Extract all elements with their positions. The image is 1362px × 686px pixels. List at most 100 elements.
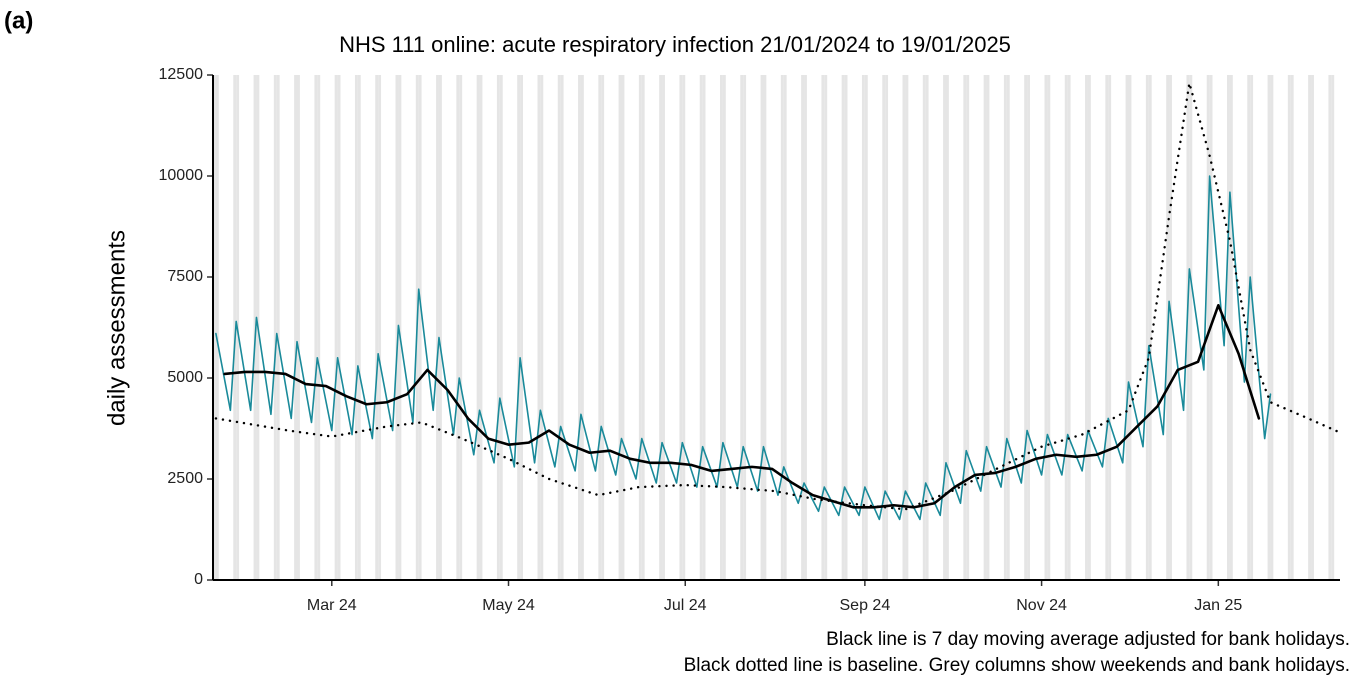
- weekend-column: [844, 75, 848, 580]
- weekend-column: [456, 75, 460, 580]
- weekend-column: [1247, 75, 1251, 580]
- y-tick-label: 2500: [167, 470, 203, 487]
- weekend-column: [662, 75, 665, 580]
- weekend-column: [925, 75, 929, 580]
- weekend-column: [1189, 75, 1193, 580]
- weekend-column: [1270, 75, 1274, 580]
- weekend-column: [297, 75, 300, 580]
- weekend-column: [682, 75, 686, 580]
- weekend-column: [213, 75, 216, 580]
- weekend-column: [233, 75, 237, 580]
- weekend-column: [841, 75, 845, 580]
- weekend-column: [1087, 75, 1091, 580]
- weekend-column: [905, 75, 909, 580]
- weekend-column: [337, 75, 341, 580]
- weekend-column: [479, 75, 483, 580]
- x-tick-label: Jan 25: [1194, 597, 1242, 614]
- weekend-column: [476, 75, 480, 580]
- weekend-column: [638, 75, 642, 580]
- weekend-column: [395, 75, 399, 580]
- weekend-column: [317, 75, 321, 580]
- x-tick-label: Nov 24: [1016, 597, 1067, 614]
- weekend-column: [885, 75, 889, 580]
- weekend-column: [436, 75, 439, 580]
- weekend-column: [621, 75, 625, 580]
- weekend-column: [943, 75, 946, 580]
- weekend-column: [334, 75, 338, 580]
- weekend-column: [1003, 75, 1007, 580]
- weekend-column: [1206, 75, 1210, 580]
- weekend-column: [496, 75, 500, 580]
- weekend-column: [1085, 75, 1088, 580]
- weekend-column: [1169, 75, 1172, 580]
- weekend-column: [1128, 75, 1132, 580]
- weekend-column: [780, 75, 784, 580]
- weekend-column: [963, 75, 967, 580]
- y-tick-label: 7500: [167, 268, 203, 285]
- note: Black dotted line is baseline. Grey colu…: [684, 655, 1350, 676]
- weekend-column: [357, 75, 361, 580]
- x-tick-label: May 24: [482, 597, 535, 614]
- weekend-column: [945, 75, 949, 580]
- weekend-column: [763, 75, 767, 580]
- weekend-column: [861, 75, 865, 580]
- weekend-column: [720, 75, 723, 580]
- weekend-column: [1125, 75, 1129, 580]
- weekend-column: [679, 75, 683, 580]
- weekend-column: [1064, 75, 1068, 580]
- y-tick-label: 0: [194, 571, 203, 588]
- weekend-column: [1145, 75, 1149, 580]
- x-tick-label: Mar 24: [307, 597, 357, 614]
- weekend-column: [882, 75, 886, 580]
- weekend-column: [1006, 75, 1010, 580]
- weekend-column: [760, 75, 764, 580]
- weekend-column: [783, 75, 787, 580]
- weekend-column: [743, 75, 747, 580]
- weekend-column: [375, 75, 379, 580]
- weekend-column: [276, 75, 280, 580]
- weekend-column: [438, 75, 442, 580]
- series-line: [214, 81, 1342, 511]
- weekend-column: [378, 75, 382, 580]
- weekend-column: [902, 75, 906, 580]
- weekend-column: [722, 75, 726, 580]
- weekend-column: [1328, 75, 1332, 580]
- weekend-column: [294, 75, 298, 580]
- weekend-column: [1108, 75, 1112, 580]
- y-axis-label: daily assessments: [103, 230, 130, 426]
- weekend-column: [601, 75, 605, 580]
- weekend-column: [659, 75, 663, 580]
- weekend-column: [966, 75, 970, 580]
- weekend-column: [560, 75, 564, 580]
- weekend-column: [398, 75, 402, 580]
- weekend-column: [1044, 75, 1048, 580]
- weekend-column: [314, 75, 318, 580]
- weekend-column: [801, 75, 805, 580]
- weekend-column: [1148, 75, 1152, 580]
- weekend-column: [618, 75, 622, 580]
- series-line: [223, 303, 1261, 509]
- weekend-column: [1047, 75, 1051, 580]
- weekend-column: [520, 75, 523, 580]
- weekend-column: [253, 75, 257, 580]
- weekend-column: [499, 75, 503, 580]
- weekend-column: [1186, 75, 1190, 580]
- weekend-column: [1067, 75, 1071, 580]
- weekend-column: [354, 75, 358, 580]
- weekend-column: [1287, 75, 1291, 580]
- weekend-column: [804, 75, 807, 580]
- weekend-column: [864, 75, 868, 580]
- weekend-column: [699, 75, 703, 580]
- weekend-column: [922, 75, 926, 580]
- weekend-column: [1331, 75, 1335, 580]
- weekend-column: [537, 75, 541, 580]
- weekend-column: [1250, 75, 1254, 580]
- y-tick-label: 12500: [159, 66, 204, 83]
- weekend-column: [580, 75, 584, 580]
- weekend-column: [1229, 75, 1233, 580]
- weekend-column: [1290, 75, 1294, 580]
- weekend-column: [702, 75, 706, 580]
- weekend-column: [215, 75, 219, 580]
- x-tick-label: Sep 24: [840, 597, 891, 614]
